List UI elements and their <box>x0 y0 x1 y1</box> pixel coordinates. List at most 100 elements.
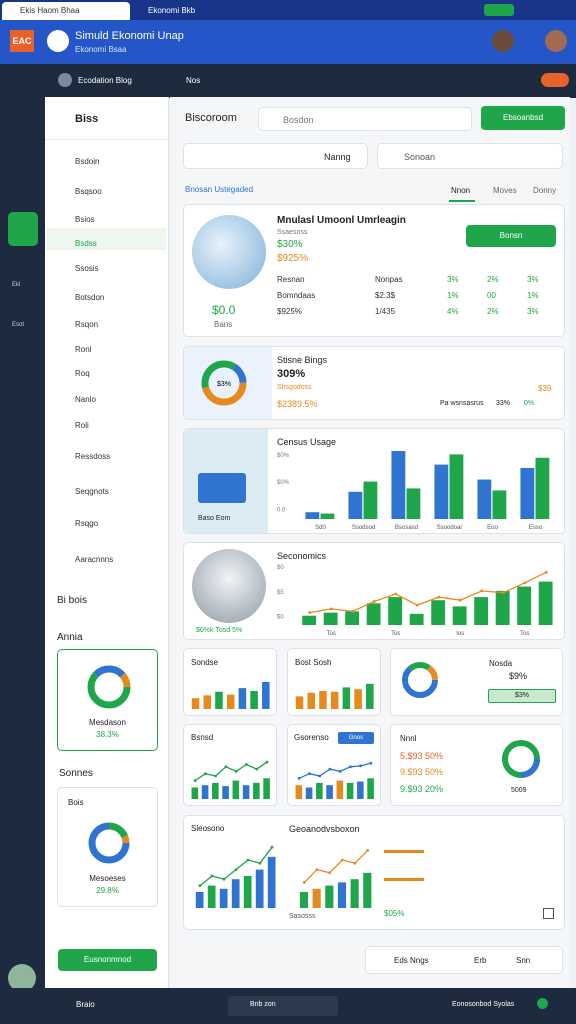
menu-item[interactable]: Rsqgo <box>75 519 99 528</box>
tab[interactable]: Nnon <box>451 186 471 195</box>
y-tick-label: $0 <box>277 615 284 621</box>
menu-item[interactable]: Roli <box>75 421 89 430</box>
bar <box>326 785 333 799</box>
card: Nnnl 5,$93 50% 9.$93 50% 9.$93 20% 5009 <box>390 724 563 806</box>
bar <box>434 464 449 519</box>
button[interactable]: Snn <box>516 956 531 965</box>
menu-item[interactable]: Bsdss <box>75 239 97 248</box>
menu-item[interactable]: Seqgnots <box>75 487 109 496</box>
menu-item[interactable]: Bsios <box>75 215 95 224</box>
toggle[interactable] <box>541 73 569 87</box>
bar-chart <box>295 683 374 709</box>
bar <box>535 457 550 519</box>
tab[interactable] <box>2 2 130 20</box>
menu-item[interactable]: Rsqon <box>75 320 99 329</box>
bar <box>367 778 374 799</box>
donut-card: Mesdason 38.3% <box>57 649 158 751</box>
point <box>203 772 207 776</box>
donut-label: $3% <box>217 381 231 388</box>
point <box>214 774 218 778</box>
donut-label: Mesdason <box>89 718 126 727</box>
combo-chart <box>195 845 276 908</box>
bar <box>238 688 247 709</box>
point <box>353 861 357 865</box>
point <box>351 609 355 613</box>
menu-item[interactable]: Ressdoss <box>75 452 111 461</box>
x-tick-label: Tos <box>520 631 529 637</box>
bar <box>295 785 303 799</box>
bar-chart <box>191 682 270 709</box>
pager[interactable] <box>228 996 338 1016</box>
donut-seg <box>87 665 131 709</box>
menu-item[interactable]: Nanlo <box>75 395 96 404</box>
label: Pa wsnsasrus <box>440 400 484 407</box>
point <box>329 607 333 611</box>
tab[interactable]: Moves <box>493 186 517 195</box>
table-cell: $925% <box>277 307 302 316</box>
bar <box>312 888 321 908</box>
menu-item[interactable]: Ronl <box>75 345 92 354</box>
section-title: Sonnes <box>59 768 93 779</box>
footer-label: Eonosonbod Syolas <box>452 1001 515 1008</box>
donut <box>402 662 438 698</box>
search-box[interactable]: Bosdon <box>258 107 472 131</box>
legend-swatch <box>384 850 424 853</box>
action-button[interactable]: Ebsoanbsd <box>481 106 565 130</box>
bar <box>366 683 374 709</box>
bar <box>492 490 507 519</box>
menu-item[interactable]: Botsdon <box>75 293 105 302</box>
bar <box>363 481 378 519</box>
card-title: Bost Sosh <box>295 658 332 667</box>
badge[interactable]: Gnos <box>338 732 374 744</box>
menu-item[interactable]: Aaracnnns <box>75 555 114 564</box>
avatar[interactable] <box>8 964 36 992</box>
search-box[interactable]: Sonoan <box>377 143 563 169</box>
menu-item[interactable]: Bsdoin <box>75 157 100 166</box>
point <box>501 591 505 595</box>
card: Bsnsd <box>183 724 277 806</box>
user-avatar[interactable] <box>545 30 567 52</box>
sidebar-button[interactable]: Eusnonmnod <box>58 949 157 971</box>
donut <box>87 665 131 709</box>
point <box>315 868 319 871</box>
toolbar: Ecodation Blog Nos <box>0 64 576 98</box>
section-title: Bnosan Ustegaded <box>185 185 254 194</box>
bar <box>195 892 204 908</box>
status <box>537 998 548 1009</box>
card-button[interactable]: Bonsn <box>466 225 556 247</box>
bar <box>201 785 209 799</box>
button[interactable]: Eds Nngs <box>394 956 429 965</box>
bar <box>346 782 354 799</box>
y-tick-label: 0.0 <box>277 507 286 513</box>
checkbox[interactable] <box>543 908 554 919</box>
point <box>348 765 352 769</box>
toolbar-label: Ecodation Blog <box>78 76 132 85</box>
bar <box>366 603 381 625</box>
value: $39 <box>538 384 552 393</box>
filter[interactable]: Nanng <box>183 143 368 169</box>
menu-item[interactable]: Bsqsoo <box>75 187 102 196</box>
point <box>328 871 332 875</box>
rail-active[interactable] <box>8 212 38 246</box>
combo-chart <box>299 849 372 908</box>
point <box>369 761 373 765</box>
point <box>458 598 462 602</box>
table-cell: 3% <box>447 275 459 284</box>
bar <box>520 468 535 519</box>
active-item <box>46 228 166 250</box>
x-tick-label: Ssodsod <box>352 525 375 531</box>
tab-label[interactable]: Ekonomi Bkb <box>148 6 196 15</box>
bar <box>342 687 351 709</box>
point <box>234 868 238 871</box>
menu-item[interactable]: Roq <box>75 369 90 378</box>
tab[interactable]: Donny <box>533 186 557 195</box>
point <box>338 770 342 773</box>
bar <box>207 885 216 908</box>
menu-item[interactable]: Ssosis <box>75 264 99 273</box>
point <box>198 884 202 887</box>
button[interactable]: Erb <box>474 956 487 965</box>
point <box>480 589 484 593</box>
tab-label: Ekis Haom Bhaa <box>20 6 80 15</box>
table-cell: 1/435 <box>375 307 396 316</box>
user-avatar[interactable] <box>492 30 514 52</box>
